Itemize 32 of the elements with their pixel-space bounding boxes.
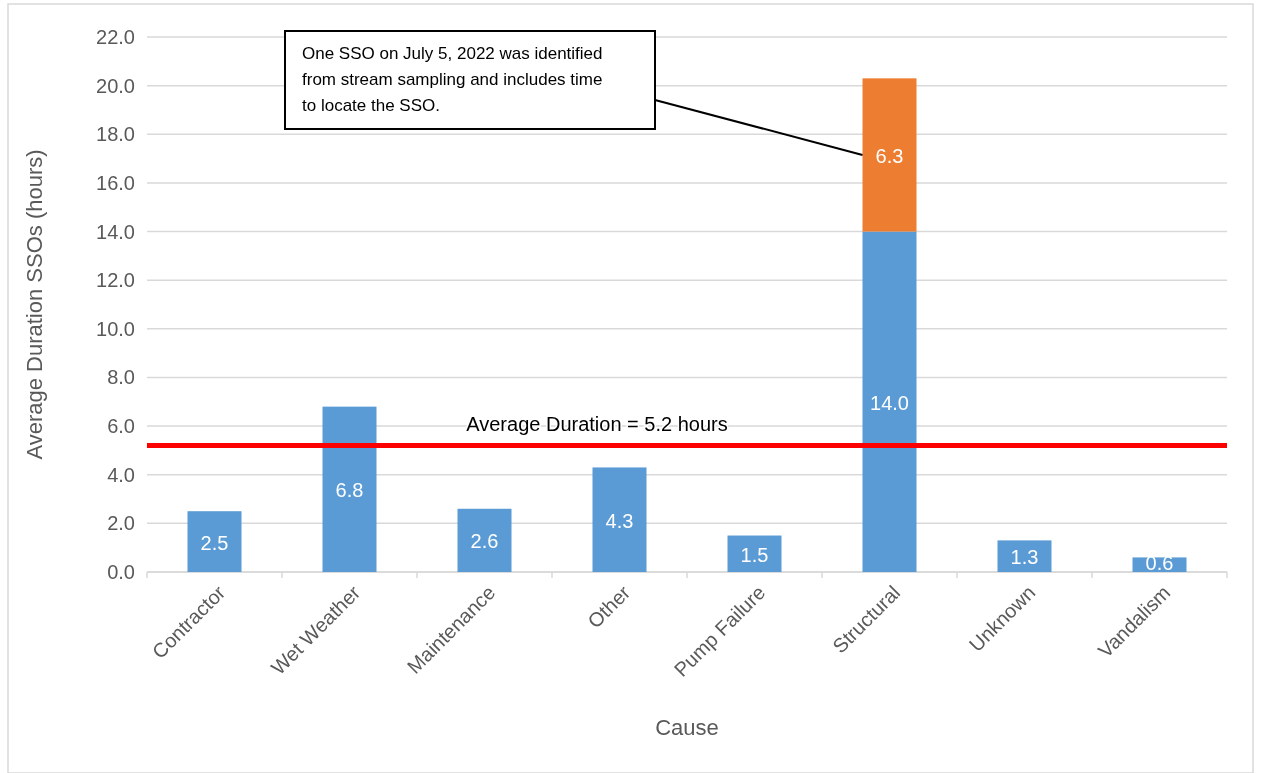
data-label: 4.3 (605, 509, 634, 532)
bar (592, 467, 647, 572)
y-tick-label: 2.0 (107, 512, 135, 535)
annotation: One SSO on July 5, 2022 was identified from stream sampling and includes time to locate the SSO. (302, 44, 603, 115)
data-label: 14.0 (870, 391, 909, 414)
y-tick-label: 20.0 (96, 74, 135, 97)
data-label: 1.5 (740, 543, 769, 566)
bar (187, 511, 242, 572)
bar (457, 508, 512, 572)
bar (862, 78, 917, 232)
y-tick-label: 14.0 (96, 220, 135, 243)
data-label: 6.3 (875, 144, 904, 167)
y-axis-title: Average Duration SSOs (hours) (22, 149, 47, 460)
data-label: 6.8 (335, 479, 364, 502)
y-tick-label: 12.0 (96, 269, 135, 292)
y-tick-label: 22.0 (96, 26, 135, 48)
bar (322, 406, 377, 572)
y-tick-label: 16.0 (96, 171, 135, 194)
y-tick-label: 0.0 (107, 561, 135, 583)
data-label: 2.5 (200, 531, 229, 554)
y-tick-label: 6.0 (107, 415, 135, 438)
ref-line-label: Average Duration = 5.2 hours (466, 412, 728, 435)
bar (727, 535, 782, 572)
data-label: 2.6 (470, 530, 499, 553)
bar (997, 540, 1052, 572)
y-tick-label: 18.0 (96, 123, 135, 146)
x-axis-title: Cause (655, 715, 719, 740)
y-tick-label: 8.0 (107, 366, 135, 389)
data-label: 1.3 (1010, 546, 1039, 569)
y-tick-label: 10.0 (96, 317, 135, 340)
bar (862, 231, 917, 572)
y-tick-label: 4.0 (107, 463, 135, 486)
